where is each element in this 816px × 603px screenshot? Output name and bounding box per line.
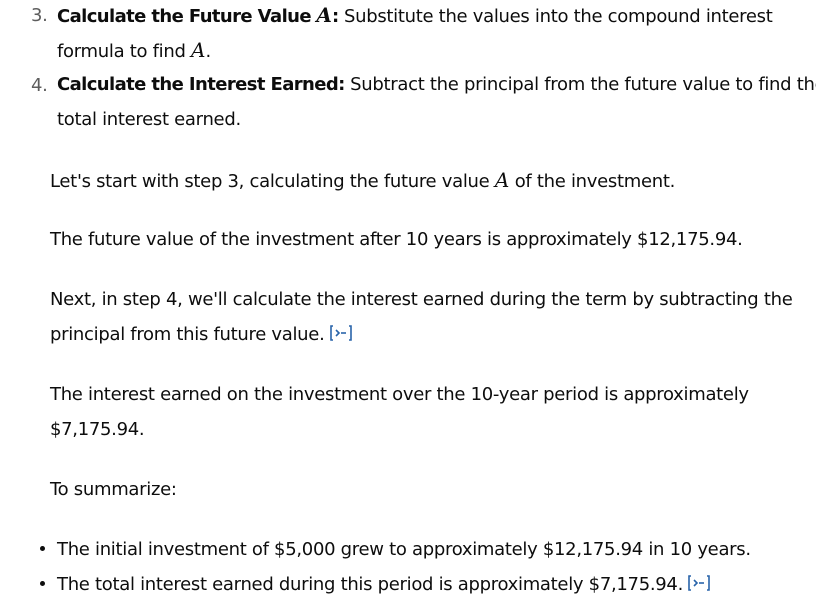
step-4-title: Calculate the Interest Earned xyxy=(57,74,339,95)
paragraph-start-step: Let's start with step 3, calculating the… xyxy=(50,168,676,192)
math-variable: A xyxy=(316,3,332,27)
bullet-dot xyxy=(40,581,45,586)
bullet-text-with-icon: The total interest earned during this pe… xyxy=(57,570,713,600)
paragraph-interest-line-1: The interest earned on the investment ov… xyxy=(50,384,749,405)
math-variable: A xyxy=(494,168,510,192)
bullet-text: The initial investment of $5,000 grew to… xyxy=(57,539,751,560)
paragraph-next-step-line-2: principal from this future value. xyxy=(50,320,355,350)
step-3-line-1: Calculate the Future Value A: Substitute… xyxy=(57,3,773,27)
step-4-line-1: Calculate the Interest Earned: Subtract … xyxy=(57,70,816,100)
list-number: 4. xyxy=(31,75,48,96)
code-analysis-icon[interactable] xyxy=(329,324,355,342)
code-analysis-icon[interactable] xyxy=(687,574,713,592)
paragraph-summary-intro: To summarize: xyxy=(50,479,177,500)
bullet-dot xyxy=(40,546,45,551)
paragraph-future-value: The future value of the investment after… xyxy=(50,229,743,250)
math-variable: A xyxy=(191,38,206,62)
list-number: 3. xyxy=(31,5,48,26)
paragraph-next-step-line-1: Next, in step 4, we'll calculate the int… xyxy=(50,289,793,310)
step-3-description: Substitute the values into the compound … xyxy=(338,6,773,27)
step-4-line-2: total interest earned. xyxy=(57,109,241,130)
step-3-title: Calculate the Future Value xyxy=(57,6,312,27)
step-4-description: Subtract the principal from the future v… xyxy=(344,74,816,95)
paragraph-interest-line-2: $7,175.94. xyxy=(50,419,145,440)
step-3-line-2: formula to find A. xyxy=(57,38,211,62)
